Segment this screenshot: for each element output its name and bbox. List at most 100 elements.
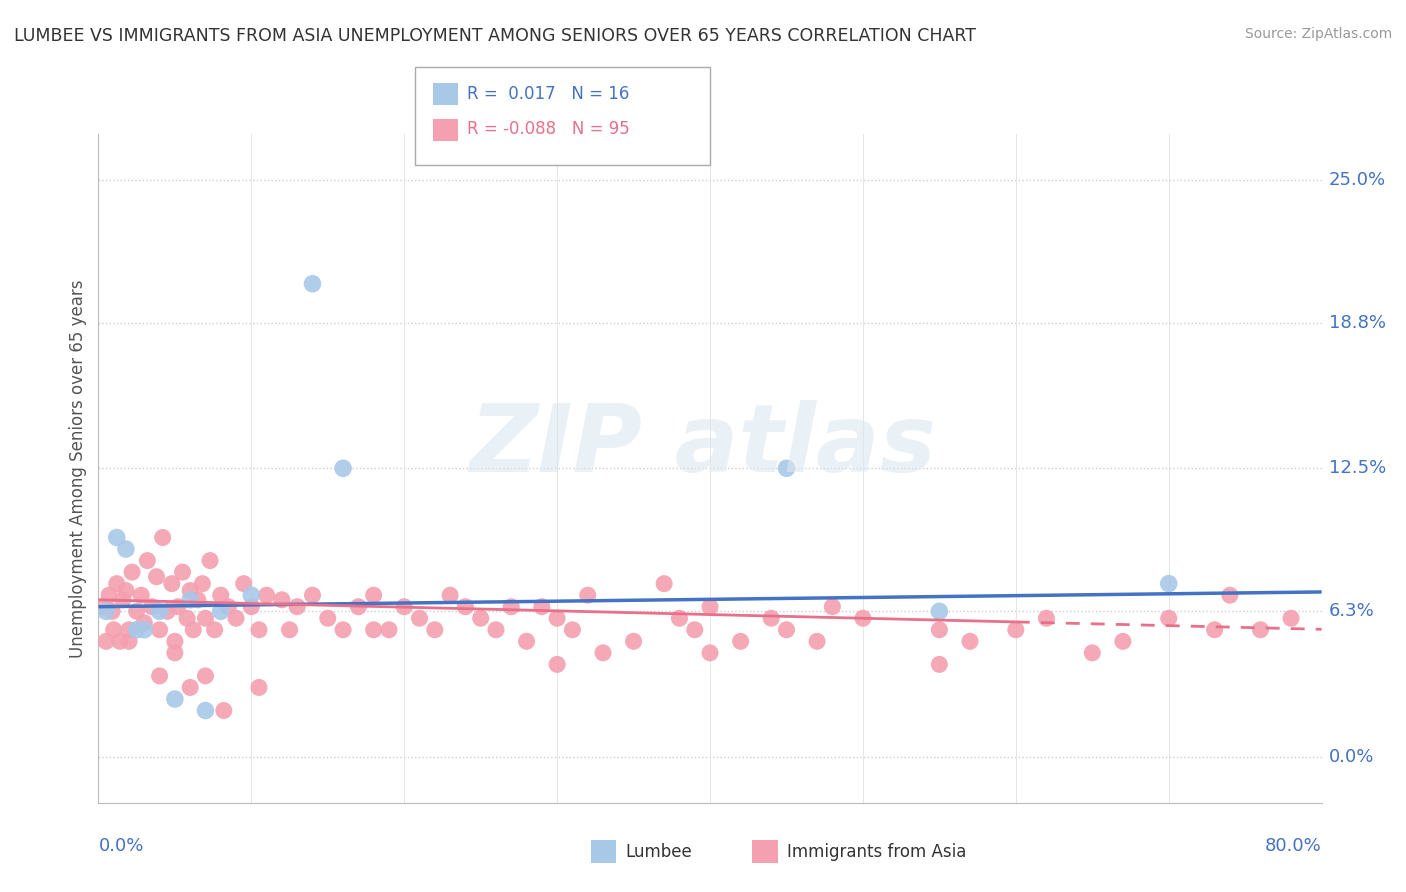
Point xyxy=(285,599,308,614)
Point xyxy=(152,531,174,545)
Point xyxy=(91,599,114,614)
Point xyxy=(256,588,278,602)
Point xyxy=(347,599,370,614)
Point xyxy=(423,623,446,637)
Point xyxy=(775,623,797,637)
Text: 25.0%: 25.0% xyxy=(1329,171,1386,189)
Point xyxy=(485,623,508,637)
Point xyxy=(363,588,385,602)
Point xyxy=(115,583,138,598)
Point xyxy=(149,623,172,637)
Point xyxy=(408,611,430,625)
Point xyxy=(623,634,645,648)
Point xyxy=(160,576,183,591)
Point xyxy=(1279,611,1302,625)
Point xyxy=(108,634,131,648)
Point xyxy=(194,704,217,718)
Point xyxy=(301,588,323,602)
Point xyxy=(118,634,141,648)
Point xyxy=(172,565,194,579)
Point xyxy=(129,588,152,602)
Point xyxy=(125,623,148,637)
Point xyxy=(928,604,950,618)
Point xyxy=(232,576,254,591)
Point xyxy=(176,611,198,625)
Point xyxy=(761,611,783,625)
Text: 12.5%: 12.5% xyxy=(1329,459,1386,477)
Text: 18.8%: 18.8% xyxy=(1329,314,1385,332)
Point xyxy=(1157,611,1180,625)
Point xyxy=(194,669,217,683)
Text: LUMBEE VS IMMIGRANTS FROM ASIA UNEMPLOYMENT AMONG SENIORS OVER 65 YEARS CORRELAT: LUMBEE VS IMMIGRANTS FROM ASIA UNEMPLOYM… xyxy=(14,27,976,45)
Point xyxy=(1250,623,1272,637)
Point xyxy=(928,623,950,637)
Point xyxy=(928,657,950,672)
Point xyxy=(163,692,186,706)
Point xyxy=(167,599,190,614)
Point xyxy=(852,611,875,625)
Point xyxy=(278,623,301,637)
Point xyxy=(101,604,124,618)
Point xyxy=(111,592,134,607)
Point xyxy=(1219,588,1241,602)
Point xyxy=(775,461,797,475)
Point xyxy=(1157,576,1180,591)
Point xyxy=(98,588,121,602)
Point xyxy=(145,570,167,584)
Point xyxy=(94,604,117,618)
Point xyxy=(209,588,232,602)
Point xyxy=(439,588,461,602)
Point xyxy=(699,646,721,660)
Point xyxy=(212,704,235,718)
Point xyxy=(516,634,538,648)
Point xyxy=(301,277,323,291)
Point xyxy=(115,542,138,557)
Point xyxy=(198,553,221,567)
Point xyxy=(179,592,201,607)
Point xyxy=(1004,623,1026,637)
Point xyxy=(134,615,156,630)
Point xyxy=(652,576,675,591)
Point xyxy=(136,553,159,567)
Point xyxy=(1204,623,1226,637)
Point xyxy=(363,623,385,637)
Y-axis label: Unemployment Among Seniors over 65 years: Unemployment Among Seniors over 65 years xyxy=(69,279,87,657)
Text: R =  0.017   N = 16: R = 0.017 N = 16 xyxy=(467,85,628,103)
Point xyxy=(194,611,217,625)
Point xyxy=(392,599,416,614)
Point xyxy=(730,634,752,648)
Text: 0.0%: 0.0% xyxy=(98,838,143,855)
Point xyxy=(1081,646,1104,660)
Point xyxy=(378,623,401,637)
Point xyxy=(247,681,270,695)
Point xyxy=(1112,634,1135,648)
Point xyxy=(163,646,186,660)
Point xyxy=(94,634,117,648)
Point xyxy=(125,604,148,618)
Point xyxy=(454,599,477,614)
Point xyxy=(105,576,128,591)
Point xyxy=(546,657,568,672)
Point xyxy=(501,599,523,614)
Point xyxy=(217,599,239,614)
Text: 80.0%: 80.0% xyxy=(1265,838,1322,855)
Point xyxy=(470,611,492,625)
Text: Immigrants from Asia: Immigrants from Asia xyxy=(787,843,967,861)
Point xyxy=(247,623,270,637)
Point xyxy=(821,599,844,614)
Point xyxy=(576,588,599,602)
Point xyxy=(191,576,214,591)
Point xyxy=(103,623,125,637)
Point xyxy=(181,623,204,637)
Point xyxy=(270,592,294,607)
Point xyxy=(149,604,172,618)
Text: 6.3%: 6.3% xyxy=(1329,602,1374,620)
Point xyxy=(121,565,143,579)
Point xyxy=(149,669,172,683)
Point xyxy=(209,604,232,618)
Point xyxy=(118,623,141,637)
Point xyxy=(240,588,263,602)
Point xyxy=(316,611,339,625)
Point xyxy=(134,623,156,637)
Text: Source: ZipAtlas.com: Source: ZipAtlas.com xyxy=(1244,27,1392,41)
